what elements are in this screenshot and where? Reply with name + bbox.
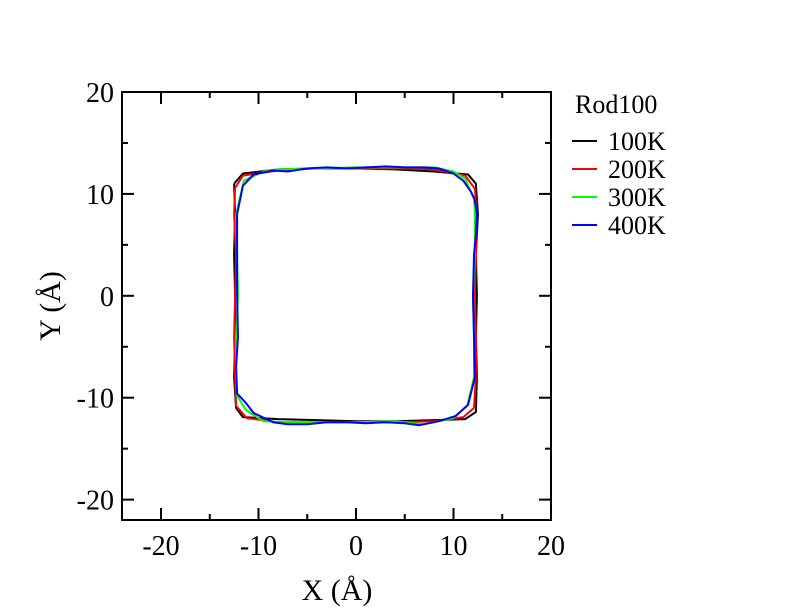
x-tick-label: -10 (240, 531, 277, 562)
ticks (122, 91, 552, 520)
y-tick-label: -20 (77, 486, 114, 517)
legend-label-300K: 300K (608, 183, 666, 212)
legend-label-100K: 100K (608, 127, 666, 156)
legend-title: Rod100 (575, 90, 657, 119)
series-line-400K (235, 165, 478, 427)
y-tick-label: 0 (100, 282, 114, 313)
plot-frame (121, 91, 552, 521)
x-tick-label: 10 (440, 531, 468, 562)
series-line-100K (233, 167, 479, 423)
series-line-300K (235, 166, 476, 426)
y-tick-label: 20 (86, 78, 114, 109)
x-tick-label: -20 (142, 531, 179, 562)
y-tick-label: 10 (86, 180, 114, 211)
x-tick-label: 20 (537, 531, 565, 562)
x-axis-label: X (Å) (302, 574, 373, 607)
legend-label-400K: 400K (608, 211, 666, 240)
series-layer (233, 165, 479, 427)
y-tick-label: -10 (77, 384, 114, 415)
x-tick-label: 0 (349, 531, 363, 562)
legend-label-200K: 200K (608, 155, 666, 184)
series-line-200K (233, 167, 478, 424)
tick-labels: -20 -10 0 10 20 -20 -10 0 10 20 (77, 78, 565, 562)
y-axis-label: Y (Å) (34, 271, 67, 341)
